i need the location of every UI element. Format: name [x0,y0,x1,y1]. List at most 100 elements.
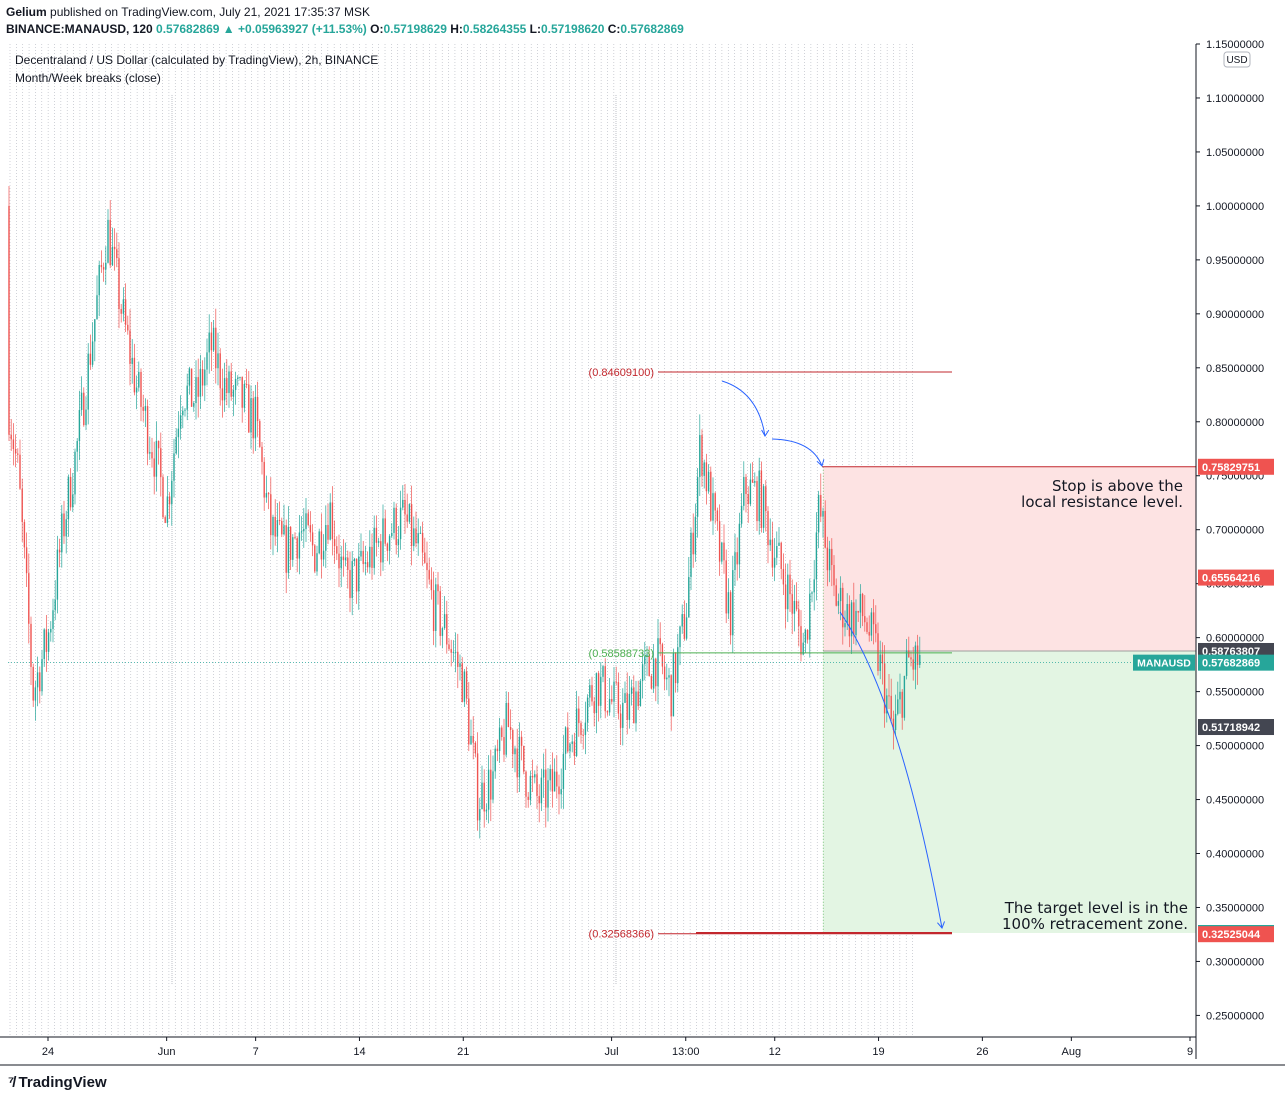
candle-body [560,789,562,795]
candle-body [474,742,477,754]
candle-body [197,377,199,397]
candle-body [771,539,774,568]
time-tick-label: 21 [457,1046,469,1058]
candle-body [584,722,587,735]
indicator-legend[interactable]: Month/Week breaks (close) [15,71,161,85]
candle-body [721,542,723,562]
candle-body [437,584,439,592]
candle-body [683,614,686,639]
candle-body [461,663,463,702]
candle-body [124,299,127,325]
candle-body [883,663,886,714]
candle-body [17,453,19,455]
candle-body [441,628,444,636]
candle-body [382,518,384,563]
candle-body [523,745,525,772]
candle-body [113,246,116,250]
tradingview-logo[interactable]: ⁷/ TradingView [8,1074,107,1091]
candle-body [415,528,417,544]
candle-body [322,550,325,560]
chart-legend-title[interactable]: Decentraland / US Dollar (calculated by … [15,53,379,67]
candle-body [250,398,252,433]
candle-body [30,623,32,667]
candle-body [393,507,395,533]
candle-body [476,753,479,821]
candle-body [897,699,899,714]
candle-body [826,547,829,571]
candle-body [914,645,917,670]
candle-body [677,647,679,684]
candle-body [226,378,228,394]
candle-body [710,471,712,521]
fib-retracement[interactable]: (0.84609100) (0.58588733) (0.32568366) [589,367,1196,941]
candle-body [582,734,584,736]
candle-body [371,546,373,568]
candle-body [402,499,404,508]
candle-body [782,568,785,585]
publish-info: Gelium published on TradingView.com, Jul… [6,5,370,19]
candle-body [905,650,908,676]
time-tick-label: Jun [158,1046,176,1058]
candle-body [380,541,382,563]
price-axis[interactable]: 1.15000000 1.10000000 1.05000000 1.00000000… [1195,39,1264,1059]
publish-date: published on TradingView.com, July 21, 2… [50,5,371,19]
price-tick-label: 1.10000000 [1206,93,1264,105]
candle-body [14,449,17,454]
candle-body [153,458,155,477]
candle-body [712,493,714,521]
price-tick-label: 0.70000000 [1206,525,1264,537]
candle-body [212,327,215,351]
candle-body [131,357,133,364]
candle-body [116,249,118,259]
candle-body [300,531,303,533]
candle-body [281,520,283,535]
candle-body [811,592,813,594]
candle-body [210,332,213,351]
last-price: 0.57682869 [156,22,220,36]
candle-body [820,494,822,517]
candle-body [10,434,12,440]
candle-body [314,545,316,572]
candle-body [360,550,362,557]
candle-body [430,579,433,591]
candle-body [138,371,140,388]
publisher-name[interactable]: Gelium [6,5,47,19]
candle-body [875,624,877,634]
candle-body [604,666,606,712]
candle-body [276,520,279,537]
candle-body [162,477,164,518]
candle-body [292,537,294,560]
candle-body [912,659,914,670]
candlestick-series [8,186,1196,839]
candle-body [318,531,320,554]
price-badge: 0.75829751 [1202,462,1260,474]
candle-body [804,629,807,643]
candle-body [450,649,452,653]
candle-body [780,542,782,569]
time-axis[interactable]: 24 Jun 7 14 21 Jul 13:00 12 19 26 Aug 9 [0,1036,1285,1066]
candle-body [316,553,318,572]
candle-body [842,587,844,628]
price-tick-label: 1.15000000 [1206,39,1264,51]
candle-body [881,654,884,664]
candle-body [800,626,802,655]
candle-body [54,599,56,611]
stop-zone [823,466,1196,651]
candle-body [340,556,342,569]
candle-body [184,409,186,411]
arrow-head-icon [937,921,946,929]
candle-body [743,476,745,506]
candle-body [833,565,835,586]
candle-body [208,332,210,353]
candle-body [105,262,107,270]
fib-level-label: (0.84609100) [589,367,654,379]
candle-body [344,557,347,561]
candle-body [69,476,72,508]
candle-body [186,385,188,410]
candle-body [206,352,208,370]
candle-body [573,741,576,756]
candle-body [446,614,448,645]
candle-body [171,480,173,505]
candle-body [505,702,507,755]
